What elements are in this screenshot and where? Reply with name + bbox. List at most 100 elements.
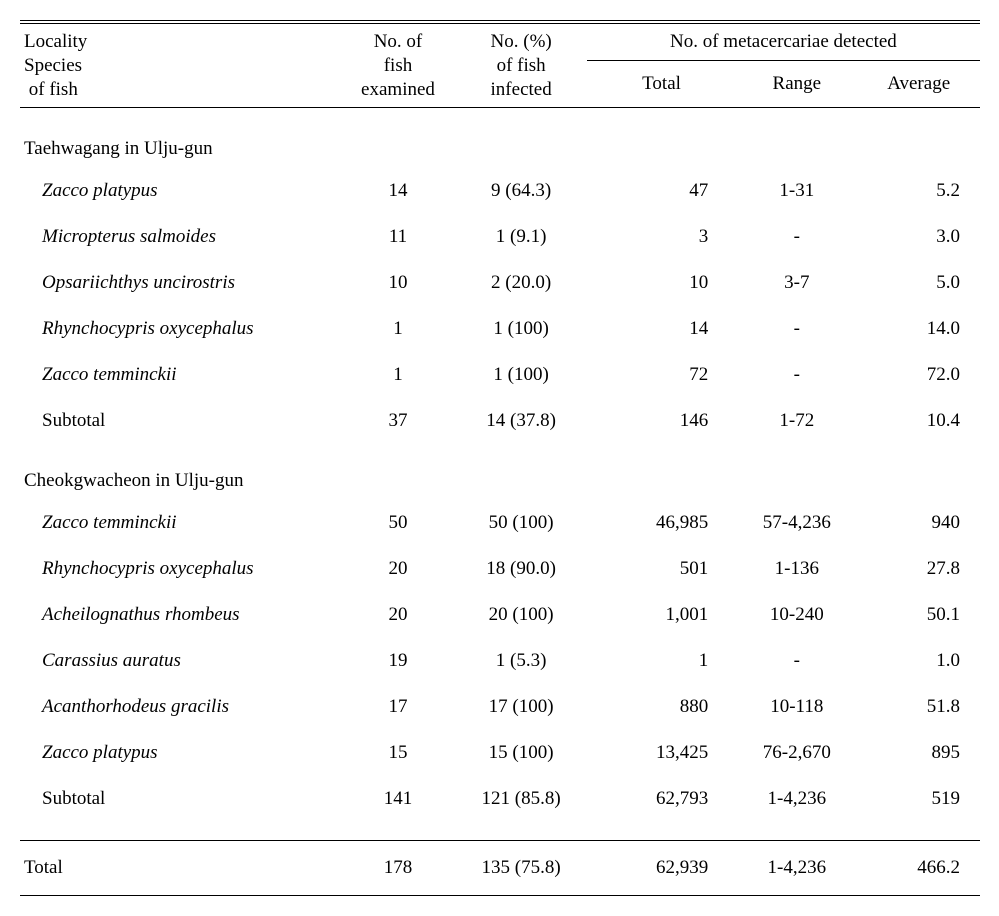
table-row: Carassius auratus191 (5.3)1-1.0	[20, 638, 980, 684]
cell-total: 47	[587, 168, 736, 214]
cell-examined: 1	[341, 352, 456, 398]
species-name: Acheilognathus rhombeus	[20, 592, 341, 638]
cell-examined: 20	[341, 546, 456, 592]
table-row: Rhynchocypris oxycephalus2018 (90.0)5011…	[20, 546, 980, 592]
species-name: Carassius auratus	[20, 638, 341, 684]
table-row: Zacco temminckii5050 (100)46,98557-4,236…	[20, 500, 980, 546]
table-row: Rhynchocypris oxycephalus11 (100)14-14.0	[20, 306, 980, 352]
cell-infected: 14 (37.8)	[455, 398, 586, 444]
cell-examined: 141	[341, 776, 456, 822]
cell-examined: 20	[341, 592, 456, 638]
total-avg: 466.2	[857, 841, 980, 895]
table-row: Acanthorhodeus gracilis1717 (100)88010-1…	[20, 684, 980, 730]
header-examined: No. of fish examined	[341, 24, 456, 107]
cell-range: -	[736, 306, 857, 352]
subtotal-label: Subtotal	[20, 398, 341, 444]
header-locality: Locality Species of fish	[20, 24, 341, 107]
cell-range: 57-4,236	[736, 500, 857, 546]
cell-avg: 5.0	[857, 260, 980, 306]
cell-range: 10-240	[736, 592, 857, 638]
table-row: Subtotal141121 (85.8)62,7931-4,236519	[20, 776, 980, 822]
cell-avg: 51.8	[857, 684, 980, 730]
cell-infected: 9 (64.3)	[455, 168, 586, 214]
cell-infected: 15 (100)	[455, 730, 586, 776]
cell-infected: 17 (100)	[455, 684, 586, 730]
cell-total: 14	[587, 306, 736, 352]
cell-infected: 18 (90.0)	[455, 546, 586, 592]
species-name: Zacco temminckii	[20, 352, 341, 398]
total-infected: 135 (75.8)	[455, 841, 586, 895]
species-name: Opsariichthys uncirostris	[20, 260, 341, 306]
cell-range: 3-7	[736, 260, 857, 306]
cell-infected: 1 (5.3)	[455, 638, 586, 684]
cell-total: 10	[587, 260, 736, 306]
table-row: Opsariichthys uncirostris102 (20.0)103-7…	[20, 260, 980, 306]
cell-avg: 14.0	[857, 306, 980, 352]
species-name: Acanthorhodeus gracilis	[20, 684, 341, 730]
header-metacercariae: No. of metacercariae detected	[587, 24, 980, 69]
cell-avg: 72.0	[857, 352, 980, 398]
cell-total: 13,425	[587, 730, 736, 776]
cell-examined: 1	[341, 306, 456, 352]
cell-range: 1-72	[736, 398, 857, 444]
cell-total: 3	[587, 214, 736, 260]
header-range: Range	[736, 69, 857, 107]
cell-avg: 895	[857, 730, 980, 776]
cell-infected: 121 (85.8)	[455, 776, 586, 822]
cell-total: 62,793	[587, 776, 736, 822]
species-name: Rhynchocypris oxycephalus	[20, 306, 341, 352]
cell-infected: 20 (100)	[455, 592, 586, 638]
cell-avg: 940	[857, 500, 980, 546]
cell-avg: 1.0	[857, 638, 980, 684]
cell-range: 10-118	[736, 684, 857, 730]
cell-examined: 14	[341, 168, 456, 214]
cell-range: 1-31	[736, 168, 857, 214]
cell-range: 1-136	[736, 546, 857, 592]
cell-examined: 19	[341, 638, 456, 684]
cell-total: 72	[587, 352, 736, 398]
cell-examined: 37	[341, 398, 456, 444]
cell-total: 501	[587, 546, 736, 592]
species-name: Zacco temminckii	[20, 500, 341, 546]
header-total: Total	[587, 69, 736, 107]
table-row: Subtotal3714 (37.8)1461-7210.4	[20, 398, 980, 444]
cell-avg: 519	[857, 776, 980, 822]
cell-examined: 11	[341, 214, 456, 260]
cell-avg: 27.8	[857, 546, 980, 592]
table-row: Micropterus salmoides111 (9.1)3-3.0	[20, 214, 980, 260]
cell-total: 46,985	[587, 500, 736, 546]
cell-range: -	[736, 214, 857, 260]
cell-infected: 1 (100)	[455, 306, 586, 352]
cell-avg: 50.1	[857, 592, 980, 638]
total-range: 1-4,236	[736, 841, 857, 895]
total-label: Total	[20, 841, 341, 895]
header-average: Average	[857, 69, 980, 107]
cell-infected: 1 (100)	[455, 352, 586, 398]
total-total: 62,939	[587, 841, 736, 895]
table-row: Zacco platypus1515 (100)13,42576-2,67089…	[20, 730, 980, 776]
cell-total: 880	[587, 684, 736, 730]
cell-avg: 10.4	[857, 398, 980, 444]
cell-range: 1-4,236	[736, 776, 857, 822]
cell-total: 1,001	[587, 592, 736, 638]
header-infected: No. (%) of fish infected	[455, 24, 586, 107]
cell-range: -	[736, 352, 857, 398]
cell-examined: 15	[341, 730, 456, 776]
species-name: Rhynchocypris oxycephalus	[20, 546, 341, 592]
cell-total: 146	[587, 398, 736, 444]
cell-avg: 3.0	[857, 214, 980, 260]
cell-range: -	[736, 638, 857, 684]
data-table: Locality Species of fish No. of fish exa…	[20, 20, 980, 896]
cell-examined: 17	[341, 684, 456, 730]
cell-range: 76-2,670	[736, 730, 857, 776]
species-name: Micropterus salmoides	[20, 214, 341, 260]
cell-examined: 50	[341, 500, 456, 546]
species-name: Zacco platypus	[20, 730, 341, 776]
cell-infected: 2 (20.0)	[455, 260, 586, 306]
locality-heading: Taehwagang in Ulju-gun	[20, 108, 980, 168]
cell-avg: 5.2	[857, 168, 980, 214]
table-row: Acheilognathus rhombeus2020 (100)1,00110…	[20, 592, 980, 638]
locality-heading: Cheokgwacheon in Ulju-gun	[20, 444, 980, 500]
species-name: Zacco platypus	[20, 168, 341, 214]
total-examined: 178	[341, 841, 456, 895]
